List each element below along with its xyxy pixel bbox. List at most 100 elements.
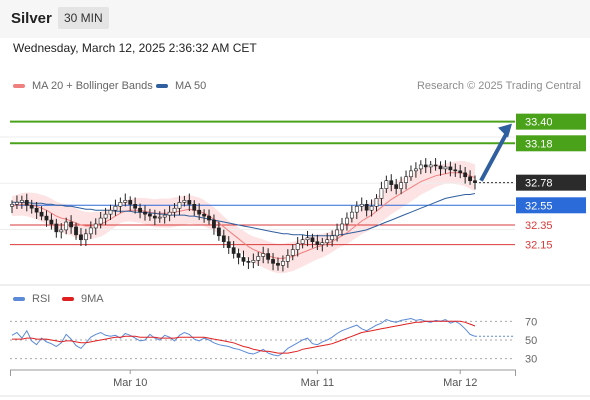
candle-body-12 [69,221,74,228]
candle-body-25 [133,204,138,209]
candle-body-91 [458,170,463,174]
candle-body-86 [433,164,438,167]
candle-body-46 [236,253,241,258]
candle-body-61 [310,237,315,243]
candle-body-17 [93,223,98,229]
level-label-32.35: 32.35 [525,220,553,232]
candle-body-22 [118,202,123,207]
candle-body-93 [468,176,472,181]
candle-body-11 [64,221,69,231]
candle-body-50 [256,256,261,261]
x-tick-label-0: Mar 10 [113,377,147,389]
candle-body-36 [187,200,192,205]
candle-body-75 [379,188,384,199]
candle-body-85 [428,164,433,168]
candle-body-18 [98,217,103,225]
candle-body-2 [19,200,24,203]
candle-body-1 [15,202,19,205]
candle-body-35 [182,200,187,203]
candle-body-20 [108,209,113,215]
legend-ma50: MA 50 [156,80,206,92]
candle-body-41 [212,219,216,229]
candle-body-45 [231,247,236,254]
candle-body-9 [54,223,59,233]
candle-body-53 [271,259,275,264]
candle-body-63 [320,242,325,245]
candle-body-6 [39,211,44,217]
candle-body-49 [251,260,256,263]
candle-body-58 [295,243,300,250]
candle-body-28 [148,213,152,217]
candle-body-16 [88,227,93,235]
candle-body-24 [128,200,133,205]
candle-body-33 [172,207,177,213]
level-box-33.40 [516,113,586,130]
candle-body-34 [177,202,182,209]
candle-body-94 [473,180,477,183]
candle-body-15 [83,233,88,241]
candle-body-32 [167,211,172,216]
candle-body-72 [364,204,369,211]
candle-body-78 [394,184,399,189]
timeframe-badge[interactable]: 30 MIN [58,7,109,29]
candle-body-59 [300,239,305,244]
level-box-32.55 [516,197,586,214]
candle-body-82 [413,168,418,172]
credit-text: Research © 2025 Trading Central [416,80,581,92]
legend-rsi-label: RSI [32,293,51,305]
legend-rsi: RSI [13,293,50,305]
candle-body-43 [221,235,226,243]
current-price-label: 32.78 [525,178,553,190]
level-label-33.40: 33.40 [525,117,553,129]
ma50-swatch [156,84,168,88]
rsi-tick-70: 70 [525,316,537,328]
candle-body-92 [463,172,468,178]
candle-body-38 [197,209,202,215]
x-tick-label-1: Mar 11 [301,377,334,389]
candle-body-89 [448,166,453,171]
candle-body-40 [207,215,211,221]
candle-body-21 [113,205,118,211]
candle-body-90 [453,169,458,172]
candle-body-66 [335,229,339,237]
rsi-tick-30: 30 [525,354,537,366]
candle-body-68 [345,217,349,225]
candle-body-48 [246,261,251,263]
candle-body-27 [143,211,147,215]
candle-body-54 [276,263,280,266]
candle-body-56 [285,255,290,262]
level-label-32.55: 32.55 [525,200,553,212]
candle-body-39 [202,213,206,217]
candle-body-84 [423,164,428,168]
candle-body-42 [216,227,221,237]
candle-body-14 [79,234,83,241]
candle-body-73 [369,205,374,211]
legend-ma20-label: MA 20 + Bollinger Bands [32,80,153,92]
rsi-line [11,317,476,357]
candle-body-67 [340,223,344,231]
legend-ma50-label: MA 50 [175,80,207,92]
candle-body-79 [399,182,404,189]
rsi-ma9-line [12,320,476,354]
candle-body-4 [29,204,34,209]
candle-body-83 [418,164,423,170]
candle-body-8 [49,219,54,225]
candle-body-7 [44,215,49,221]
level-label-33.18: 33.18 [525,138,553,150]
candle-body-26 [138,207,142,213]
candle-body-62 [315,241,320,245]
legend-9ma: 9MA [62,293,104,305]
candle-body-0 [10,204,14,207]
candle-body-10 [59,229,64,233]
candle-body-64 [325,239,330,243]
ma20-swatch [13,84,25,88]
candle-body-19 [103,213,108,219]
level-box-33.18 [516,135,586,152]
level-label-32.15: 32.15 [525,240,553,252]
candle-body-60 [305,237,310,241]
candle-body-87 [438,165,443,170]
candle-body-30 [157,216,162,219]
datetime-label: Wednesday, March 12, 2025 2:36:32 AM CET [13,41,257,55]
candle-body-70 [354,205,359,213]
